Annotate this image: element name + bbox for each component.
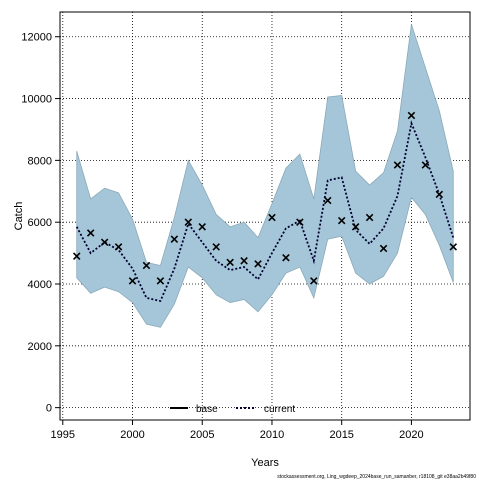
observed-point xyxy=(268,213,276,222)
y-tick-label: 2000 xyxy=(28,341,52,353)
legend: base current xyxy=(170,404,295,415)
y-tick-label: 6000 xyxy=(28,217,52,229)
x-tick-label: 2020 xyxy=(399,429,423,441)
observed-point xyxy=(407,111,416,120)
y-tick-label: 12000 xyxy=(21,32,52,44)
x-tick-label: 1995 xyxy=(51,429,75,441)
y-tick-label: 8000 xyxy=(28,155,52,167)
observed-point xyxy=(351,223,360,231)
ci-band-current xyxy=(76,24,454,328)
y-axis-ticks: 0 2000 4000 6000 8000 10000 12000 xyxy=(21,32,60,415)
observed-point xyxy=(435,190,444,199)
observed-point xyxy=(337,216,346,225)
observed-point xyxy=(142,261,151,270)
observed-point xyxy=(128,277,137,285)
x-tick-label: 2000 xyxy=(120,429,144,441)
legend-current-label: current xyxy=(264,404,295,415)
observed-point xyxy=(212,243,220,251)
observed-point xyxy=(254,260,262,268)
observed-point xyxy=(282,253,290,262)
observed-point xyxy=(114,243,123,251)
x-tick-label: 2010 xyxy=(260,429,284,441)
observed-points xyxy=(72,111,458,285)
observed-point xyxy=(296,218,304,226)
y-tick-label: 4000 xyxy=(28,279,52,291)
observed-point xyxy=(86,229,95,237)
y-axis-title: Catch xyxy=(13,202,25,231)
observed-point xyxy=(72,252,81,260)
x-tick-label: 2005 xyxy=(190,429,214,441)
y-tick-label: 10000 xyxy=(21,94,52,106)
observed-point xyxy=(184,218,193,226)
series-line-current xyxy=(75,120,455,303)
legend-base-label: base xyxy=(196,404,218,415)
observed-point xyxy=(170,235,179,243)
series-lines xyxy=(75,120,455,303)
observed-point xyxy=(240,257,248,265)
observed-point xyxy=(449,243,458,251)
plot-frame xyxy=(59,11,471,421)
observed-point xyxy=(365,213,374,222)
x-axis-ticks: 1995 2000 2005 2010 2015 2020 xyxy=(51,420,424,441)
confidence-band xyxy=(76,24,454,328)
observed-point xyxy=(379,244,388,253)
observed-point xyxy=(310,277,318,285)
x-axis-title: Years xyxy=(251,457,279,469)
observed-point xyxy=(393,161,402,169)
observed-point xyxy=(226,258,234,267)
x-tick-label: 2015 xyxy=(329,429,353,441)
observed-point xyxy=(198,223,207,231)
footer-note: stockassessment.org, Ling_wgdeep_2024bas… xyxy=(277,474,476,480)
observed-point xyxy=(421,161,430,169)
observed-point xyxy=(100,238,109,247)
observed-point xyxy=(156,277,165,285)
observed-point xyxy=(323,196,332,205)
y-tick-label: 0 xyxy=(46,403,52,415)
